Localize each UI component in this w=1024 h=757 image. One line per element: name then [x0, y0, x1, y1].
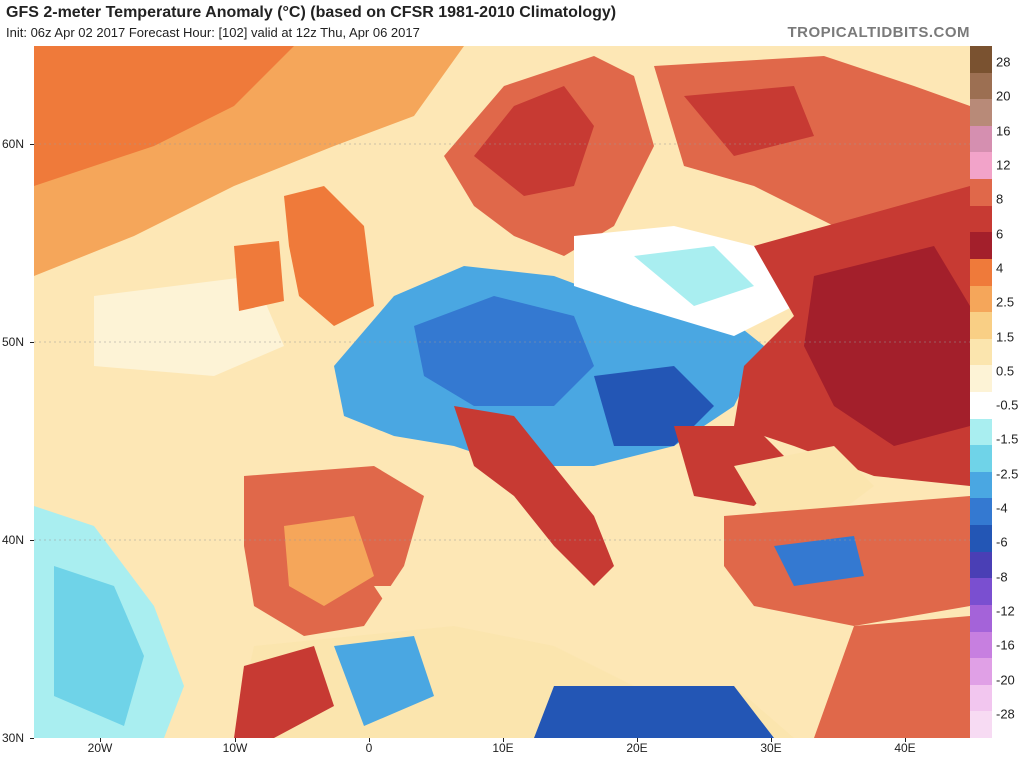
lon-tick-10w: [235, 738, 236, 742]
colorbar-segment: [970, 604, 992, 633]
colorbar-segment: [970, 285, 992, 313]
colorbar-label: -20: [996, 672, 1015, 688]
colorbar-segment: [970, 658, 992, 686]
lon-label-30e: 30E: [760, 741, 782, 755]
colorbar-segment: [970, 205, 992, 233]
lat-label-30n: 30N: [2, 731, 25, 745]
colorbar-label: -8: [996, 569, 1008, 585]
colorbar-segment: [970, 498, 992, 526]
brand-watermark: TROPICALTIDBITS.COM: [787, 24, 970, 41]
colorbar: [970, 46, 992, 739]
map-subtitle: Init: 06z Apr 02 2017 Forecast Hour: [10…: [6, 25, 420, 40]
lat-tick-50n: [30, 342, 34, 343]
anomaly-map: [34, 46, 970, 738]
colorbar-label: 4: [996, 260, 1004, 276]
colorbar-label: 2.5: [996, 294, 1015, 310]
lon-tick-20e: [637, 738, 638, 742]
colorbar-label: 16: [996, 123, 1011, 139]
lon-tick-10e: [503, 738, 504, 742]
colorbar-label: 12: [996, 157, 1011, 173]
colorbar-segment: [970, 445, 992, 473]
colorbar-label: 8: [996, 191, 1004, 207]
colorbar-segment: [970, 99, 992, 127]
lon-label-20w: 20W: [87, 741, 113, 755]
colorbar-label: -2.5: [996, 466, 1019, 482]
colorbar-label: -0.5: [996, 397, 1019, 413]
colorbar-label: -16: [996, 637, 1015, 653]
lon-tick-20w: [100, 738, 101, 742]
lon-tick-30e: [771, 738, 772, 742]
lat-tick-40n: [30, 540, 34, 541]
colorbar-segment: [970, 551, 992, 579]
colorbar-label: -1.5: [996, 431, 1019, 447]
colorbar-segment: [970, 684, 992, 712]
lon-label-10e: 10E: [492, 741, 514, 755]
colorbar-segment: [970, 711, 992, 739]
colorbar-segment: [970, 338, 992, 366]
colorbar-label: -12: [996, 603, 1015, 619]
colorbar-segment: [970, 312, 992, 340]
colorbar-label: -4: [996, 500, 1008, 516]
colorbar-segment: [970, 418, 992, 446]
lat-tick-60n: [30, 144, 34, 145]
colorbar-segment: [970, 392, 992, 420]
lon-label-10w: 10W: [222, 741, 248, 755]
colorbar-segment: [970, 152, 992, 180]
lon-label-40e: 40E: [894, 741, 916, 755]
map-title: GFS 2-meter Temperature Anomaly (°C) (ba…: [6, 4, 617, 21]
lat-label-40n: 40N: [2, 533, 25, 547]
colorbar-segment: [970, 525, 992, 553]
colorbar-label: -6: [996, 534, 1008, 550]
lon-tick-0: [369, 738, 370, 742]
colorbar-segment: [970, 471, 992, 499]
colorbar-segment: [970, 232, 992, 260]
colorbar-segment: [970, 179, 992, 207]
lon-label-20e: 20E: [626, 741, 648, 755]
map-canvas: [34, 46, 970, 738]
colorbar-segment: [970, 46, 992, 74]
colorbar-label: 6: [996, 226, 1004, 242]
colorbar-label: 0.5: [996, 363, 1015, 379]
colorbar-segment: [970, 125, 992, 153]
lat-label-50n: 50N: [2, 335, 25, 349]
lat-label-60n: 60N: [2, 137, 25, 151]
colorbar-segment: [970, 258, 992, 287]
colorbar-label: 1.5: [996, 329, 1015, 345]
colorbar-label: 20: [996, 88, 1011, 104]
colorbar-label: 28: [996, 54, 1011, 70]
colorbar-segment: [970, 72, 992, 100]
colorbar-segment: [970, 365, 992, 393]
lon-tick-40e: [905, 738, 906, 742]
colorbar-label: -28: [996, 706, 1015, 722]
colorbar-segment: [970, 631, 992, 659]
colorbar-segment: [970, 578, 992, 606]
lat-tick-30n: [30, 738, 34, 739]
lon-label-0: 0: [365, 741, 373, 755]
